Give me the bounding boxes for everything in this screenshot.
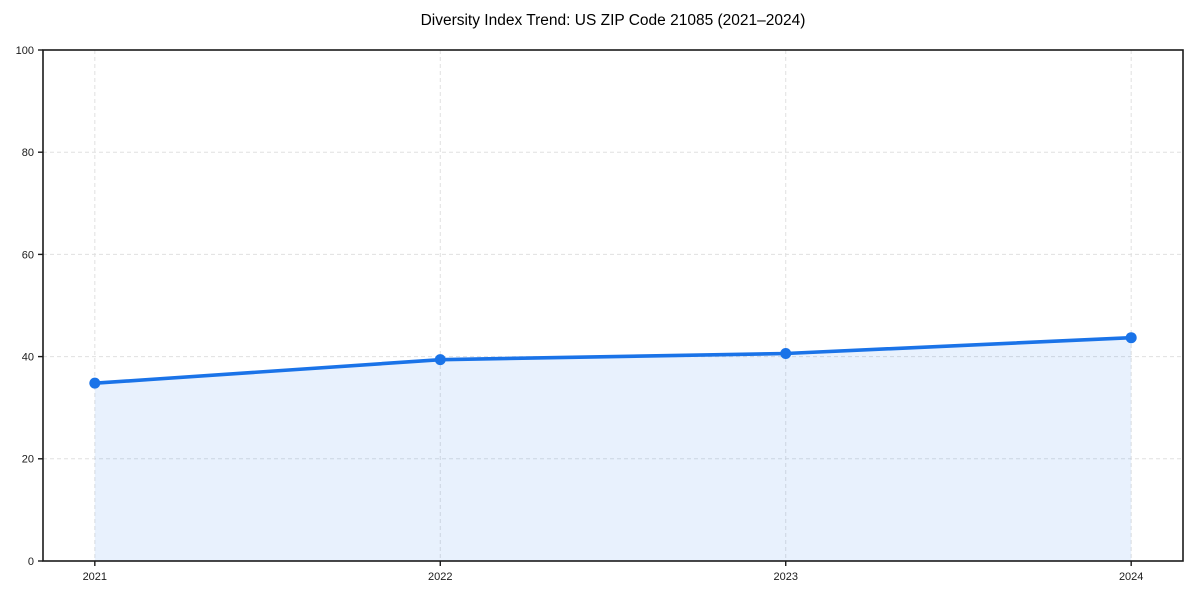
- data-point-marker: [1125, 332, 1137, 344]
- y-tick-label: 40: [22, 351, 34, 363]
- y-tick-label: 60: [22, 249, 34, 261]
- y-tick-label: 100: [16, 45, 34, 57]
- data-point-marker: [780, 348, 792, 360]
- data-point-marker: [89, 377, 101, 389]
- trend-line: [93, 335, 1133, 385]
- x-tick-label: 2024: [1119, 571, 1143, 583]
- x-tick-label: 2023: [773, 571, 797, 583]
- y-tick-label: 0: [28, 556, 34, 568]
- chart-title: Diversity Index Trend: US ZIP Code 21085…: [420, 12, 806, 29]
- plot-border: [42, 49, 1184, 562]
- x-tick-label: 2021: [83, 571, 107, 583]
- x-tick-label: 2022: [428, 571, 452, 583]
- area-fill: [94, 337, 1132, 561]
- data-point-marker: [434, 354, 446, 366]
- y-tick-label: 80: [22, 147, 34, 159]
- y-tick-label: 20: [22, 454, 34, 466]
